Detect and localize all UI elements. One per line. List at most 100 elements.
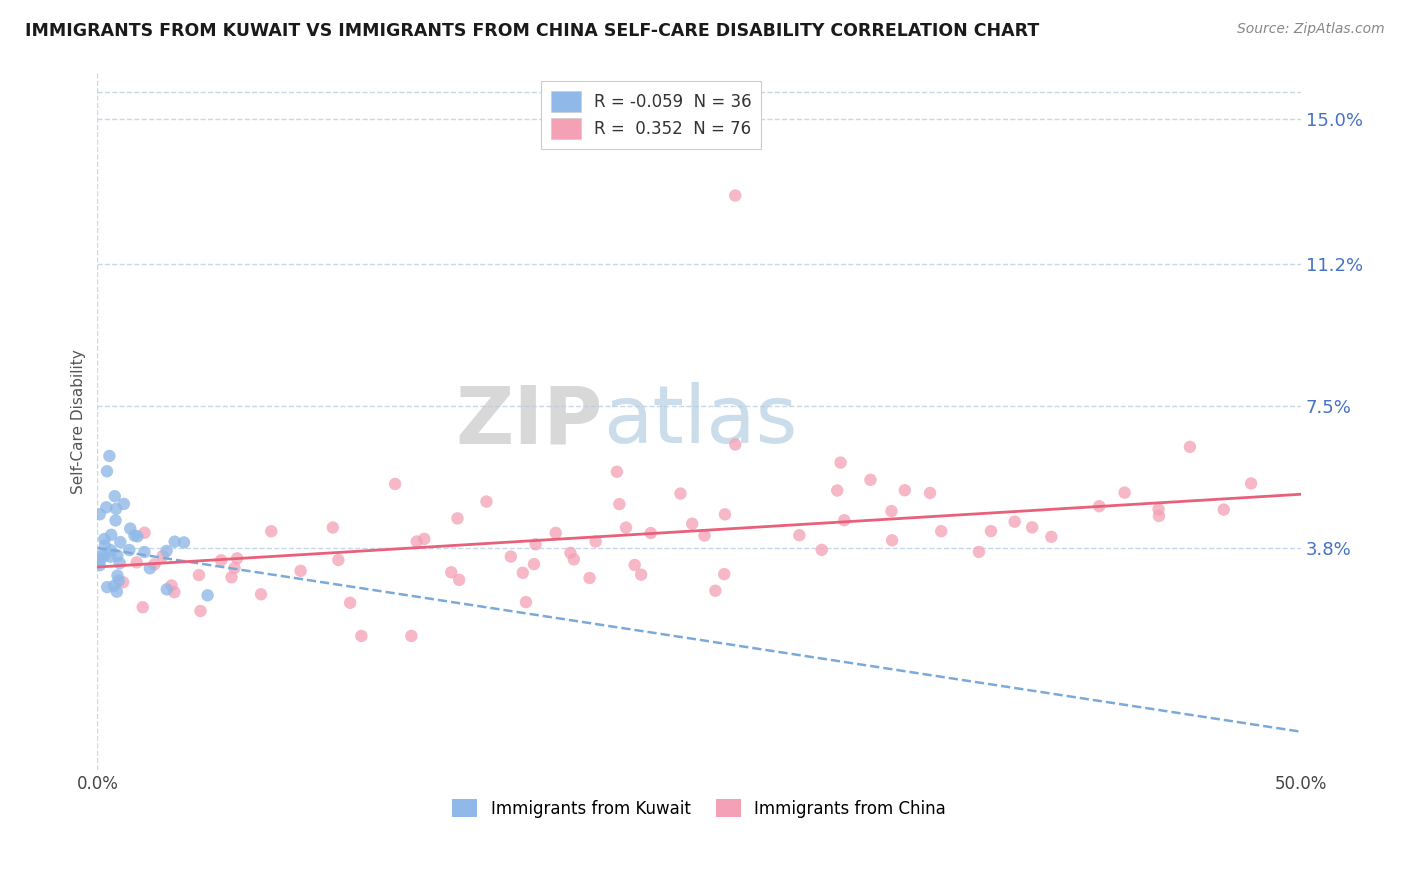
Point (413, 532, 436, 546)
Point (524, 537, 547, 551)
Point (714, 508, 737, 522)
Point (89, 553, 111, 567)
Point (475, 494, 498, 508)
Point (134, 525, 156, 540)
Point (401, 629, 423, 643)
Point (90, 548, 112, 562)
Point (93, 549, 115, 564)
Point (322, 520, 344, 534)
Point (120, 522, 142, 536)
Point (127, 529, 149, 543)
Point (384, 477, 406, 491)
Point (105, 549, 128, 563)
Point (825, 483, 848, 498)
Point (980, 524, 1002, 538)
Point (209, 553, 232, 567)
Point (606, 465, 628, 479)
Point (512, 566, 534, 580)
Point (96, 580, 118, 594)
Point (156, 582, 179, 597)
Point (623, 558, 645, 572)
Point (139, 561, 162, 575)
Point (94, 539, 117, 553)
Point (724, 188, 747, 202)
Point (105, 501, 128, 516)
Point (1147, 508, 1170, 523)
Point (104, 513, 127, 527)
Point (724, 437, 747, 451)
Point (544, 525, 567, 540)
Point (440, 566, 463, 580)
Point (100, 543, 122, 558)
Point (125, 555, 148, 569)
Point (104, 489, 127, 503)
Point (110, 535, 132, 549)
Point (832, 513, 855, 527)
Point (1212, 502, 1234, 516)
Point (226, 551, 249, 566)
Point (449, 573, 471, 587)
Point (967, 545, 990, 559)
Point (224, 561, 246, 575)
Point (515, 595, 537, 609)
Point (132, 600, 155, 615)
Point (96, 464, 118, 478)
Text: atlas: atlas (603, 383, 797, 460)
Point (1088, 499, 1111, 513)
Text: IMMIGRANTS FROM KUWAIT VS IMMIGRANTS FROM CHINA SELF-CARE DISABILITY CORRELATION: IMMIGRANTS FROM KUWAIT VS IMMIGRANTS FRO… (25, 22, 1039, 40)
Point (713, 567, 735, 582)
Point (156, 544, 179, 558)
Point (1147, 502, 1170, 516)
Point (118, 543, 141, 558)
Point (880, 504, 903, 518)
Point (614, 520, 637, 534)
Point (290, 564, 312, 578)
Point (124, 528, 146, 542)
Point (1004, 515, 1026, 529)
Point (405, 534, 427, 549)
Point (103, 579, 125, 593)
Point (880, 533, 903, 548)
Point (197, 588, 219, 602)
Point (93, 532, 115, 546)
Point (810, 542, 832, 557)
Point (108, 556, 131, 570)
Point (107, 574, 129, 588)
Point (328, 553, 350, 567)
Point (523, 557, 546, 571)
Point (669, 486, 692, 500)
Point (918, 486, 941, 500)
Point (250, 587, 273, 601)
Point (578, 571, 600, 585)
Point (107, 568, 129, 582)
Point (152, 549, 174, 563)
Legend: Immigrants from Kuwait, Immigrants from China: Immigrants from Kuwait, Immigrants from … (446, 792, 952, 824)
Point (89, 508, 111, 522)
Point (112, 575, 135, 590)
Point (98, 449, 121, 463)
Point (187, 568, 209, 582)
Point (1114, 485, 1136, 500)
Point (134, 545, 156, 559)
Point (163, 585, 186, 599)
Point (350, 629, 373, 643)
Point (446, 511, 468, 525)
Point (562, 552, 585, 566)
Point (640, 526, 662, 541)
Point (560, 546, 582, 560)
Point (499, 549, 522, 564)
Point (693, 528, 716, 542)
Point (1040, 530, 1063, 544)
Point (96, 500, 118, 515)
Point (681, 516, 703, 531)
Point (830, 456, 852, 470)
Point (89, 558, 111, 573)
Point (929, 524, 952, 539)
Point (260, 524, 283, 539)
Point (630, 567, 652, 582)
Point (1240, 476, 1263, 491)
Point (789, 528, 811, 542)
Point (585, 534, 607, 549)
Text: Source: ZipAtlas.com: Source: ZipAtlas.com (1237, 22, 1385, 37)
Point (160, 578, 183, 592)
